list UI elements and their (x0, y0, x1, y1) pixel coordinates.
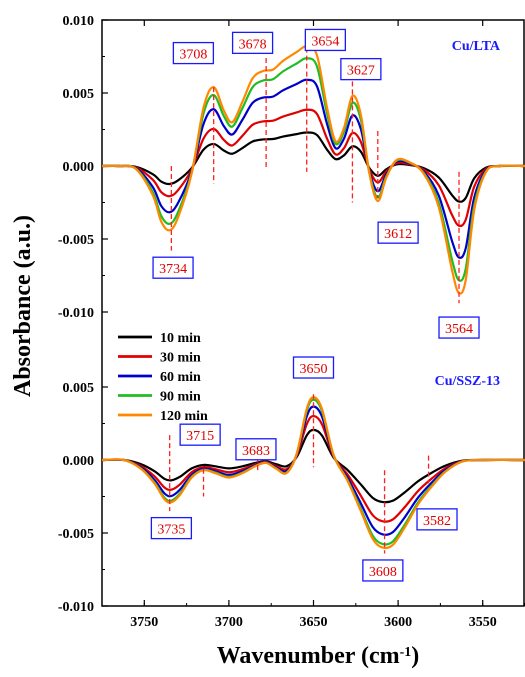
y-tick-label: 0.005 (63, 381, 95, 396)
panel-label-cu-lta: Cu/LTA (452, 39, 501, 54)
x-tick-label: 3600 (384, 615, 412, 630)
x-tick-label: 3700 (215, 615, 243, 630)
annotation-box (292, 356, 335, 379)
annotation-box (150, 516, 193, 540)
y-axis-title: Absorbance (a.u.) (10, 215, 36, 397)
series-bottom-2 (101, 405, 525, 536)
annotation-label: 3708 (179, 48, 207, 63)
annotation-label: 3678 (239, 37, 267, 52)
x-tick-label: 3650 (300, 615, 328, 630)
annotation-label: 3650 (300, 362, 328, 377)
legend-label: 60 min (160, 370, 201, 385)
annotation-label: 3654 (311, 34, 339, 49)
series-top-3 (101, 57, 525, 282)
annotation-box (340, 57, 382, 81)
y-tick-label: 0.005 (63, 87, 95, 102)
y-tick-label: -0.010 (58, 600, 94, 615)
x-tick-label: 3750 (130, 615, 158, 630)
annotation-box (362, 559, 404, 582)
y-tick-label: 0.000 (63, 454, 95, 469)
y-tick-label: -0.010 (58, 306, 94, 321)
axis-ticks: 3750 3700 3650 3600 3550 0.010 0.005 0.000 -0.00… (58, 14, 525, 630)
annotation-label: 3734 (159, 262, 187, 277)
annotation-label: 3627 (347, 64, 375, 79)
series-top-4 (101, 45, 525, 295)
series-bottom-4 (101, 396, 525, 550)
annotation-box (438, 316, 480, 339)
annotation-box (152, 256, 194, 279)
y-tick-label: -0.005 (58, 233, 94, 248)
legend-label: 90 min (160, 390, 201, 405)
annotation-box (231, 31, 274, 55)
y-tick-label: 0.010 (63, 14, 95, 29)
peak-annotations: 3708 3678 3654 3627 3612 3734 3564 3650 3715 3683… (150, 28, 480, 582)
annotation-box (172, 41, 215, 65)
annotation-box (377, 221, 419, 244)
series-top-1 (101, 108, 525, 228)
series-bottom-0 (101, 428, 525, 504)
y-tick-label: -0.005 (58, 527, 94, 542)
series-bottom-1 (101, 414, 525, 523)
legend-label: 120 min (160, 409, 208, 424)
series-top-2 (101, 78, 525, 259)
x-axis-title-main: Wavenumber (cm (217, 643, 400, 669)
x-tick-label: 3550 (469, 615, 497, 630)
x-axis-title-close: ) (411, 643, 419, 669)
legend-label: 10 min (160, 331, 201, 346)
annotation-label: 3612 (384, 227, 412, 242)
annotation-box (304, 28, 346, 52)
annotation-label: 3715 (186, 429, 214, 444)
series-lines (101, 45, 525, 550)
legend: 10 min 30 min 60 min 90 min 120 min (118, 331, 208, 424)
annotation-label: 3735 (157, 523, 185, 538)
annotation-box (416, 508, 458, 531)
x-axis-title-sup: -1 (400, 645, 412, 660)
annotation-label: 3582 (423, 514, 451, 529)
y-tick-label: 0.000 (63, 160, 95, 175)
series-top-0 (101, 131, 525, 203)
annotation-label: 3608 (369, 565, 397, 580)
annotation-box (179, 423, 221, 446)
annotation-label: 3683 (242, 444, 270, 459)
legend-label: 30 min (160, 351, 201, 366)
panel-label-cu-ssz13: Cu/SSZ-13 (435, 374, 500, 389)
annotation-box (235, 438, 277, 461)
x-axis-title: Wavenumber (cm-1) (217, 643, 420, 669)
annotation-label: 3564 (445, 322, 473, 337)
